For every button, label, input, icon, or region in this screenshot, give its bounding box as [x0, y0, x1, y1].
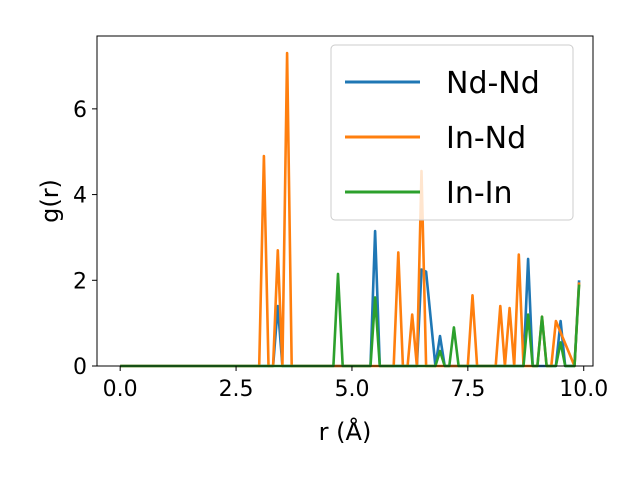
y-tick-label: 2 — [73, 269, 87, 294]
x-axis-label: r (Å) — [319, 417, 372, 446]
legend-frame — [330, 44, 574, 221]
x-axis: 0.0 2.5 5.0 7.5 10.0 — [103, 366, 608, 402]
legend-label-in-in: In-In — [446, 176, 513, 211]
x-tick-label: 10.0 — [559, 377, 608, 402]
x-tick-label: 0.0 — [103, 377, 138, 402]
y-tick-label: 6 — [73, 98, 87, 123]
legend-label-in-nd: In-Nd — [446, 121, 526, 156]
y-tick-label: 4 — [73, 184, 87, 209]
legend: Nd-Nd In-Nd In-In — [330, 44, 574, 221]
series-line-nd-nd — [120, 229, 581, 368]
y-axis: 0 2 4 6 — [73, 98, 97, 380]
legend-label-nd-nd: Nd-Nd — [446, 66, 540, 101]
x-tick-label: 2.5 — [219, 377, 254, 402]
x-tick-label: 7.5 — [450, 377, 485, 402]
x-tick-label: 5.0 — [334, 377, 369, 402]
y-axis-label: g(r) — [36, 179, 64, 223]
y-tick-label: 0 — [73, 355, 87, 380]
plot-frame — [96, 35, 594, 367]
